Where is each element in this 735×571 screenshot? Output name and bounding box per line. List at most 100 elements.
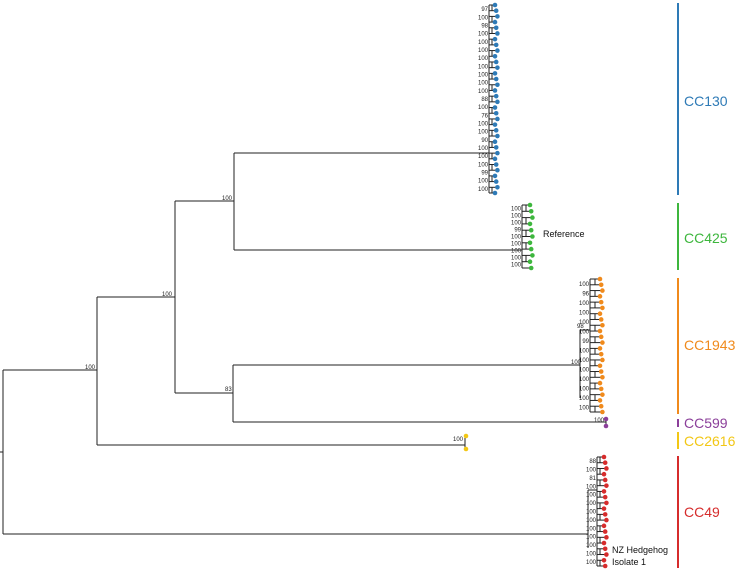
bootstrap-label: 98 — [481, 23, 488, 29]
bootstrap-label: 100 — [478, 56, 489, 62]
tip-node — [527, 259, 533, 265]
bootstrap-label: 100 — [511, 214, 522, 220]
bootstrap-label: 100 — [478, 15, 489, 21]
bootstrap-label: 99 — [582, 339, 589, 345]
tip-node — [495, 14, 500, 19]
tip-node — [527, 240, 533, 246]
bootstrap-cc599: 100 — [594, 418, 605, 424]
tip-node — [463, 433, 469, 439]
tip-node — [604, 552, 609, 557]
tip-node — [495, 99, 500, 105]
bootstrap-label: 100 — [586, 510, 597, 516]
tip-node — [600, 375, 605, 380]
tip-node — [492, 105, 498, 110]
bootstrap-label: 100 — [511, 207, 522, 213]
tip-node — [492, 71, 498, 76]
tip-node — [527, 221, 533, 227]
tip-node — [604, 517, 609, 523]
bootstrap-label: 100 — [579, 320, 590, 326]
bootstrap-main: 100 — [162, 292, 173, 298]
clade-cc130-subtree: 97 100 98 100 100 100 100 100 100 100 100 88 100 76 10… — [478, 2, 500, 196]
reference-label: Reference — [543, 229, 585, 239]
bootstrap-label: 100 — [586, 493, 597, 499]
bootstrap-label: 100 — [579, 310, 590, 316]
tip-node — [495, 31, 500, 36]
tip-node — [597, 276, 603, 282]
tip-node — [493, 179, 499, 184]
tip-node — [597, 363, 603, 369]
bootstrap-label: 100 — [478, 64, 489, 70]
tip-node — [601, 506, 607, 511]
clade-label-cc2616: CC2616 — [684, 433, 735, 449]
bootstrap-label: 100 — [478, 187, 489, 193]
tip-node — [601, 523, 607, 529]
bootstrap-label: 96 — [582, 291, 589, 297]
bootstrap-label: 100 — [579, 396, 590, 402]
bootstrap-label: 100 — [478, 130, 489, 136]
tip-node — [492, 2, 498, 8]
tip-node — [495, 48, 500, 53]
tip-node — [598, 369, 604, 374]
tip-node — [601, 557, 607, 563]
clade-cc2616-subtree — [463, 433, 469, 452]
tip-node — [598, 351, 604, 357]
clade-label-cc1943: CC1943 — [684, 337, 735, 353]
bootstrap-label: 100 — [478, 48, 489, 54]
tip-node — [493, 145, 499, 150]
tip-node — [492, 139, 498, 145]
bootstrap-cc1943-cc599: 83 — [225, 387, 232, 393]
tip-node — [597, 398, 603, 403]
tip-node — [493, 42, 499, 48]
bootstrap-cc2616: 100 — [453, 437, 464, 443]
bootstrap-label: 100 — [579, 358, 590, 364]
bootstrap-label: 100 — [478, 32, 489, 38]
clade-label-cc425: CC425 — [684, 230, 728, 246]
tip-node — [598, 386, 604, 392]
bootstrap-label: 100 — [511, 242, 522, 248]
bootstrap-label: 76 — [481, 113, 488, 119]
tip-node — [528, 209, 534, 214]
tip-node — [495, 133, 500, 139]
tip-node — [597, 380, 603, 386]
tip-node — [600, 409, 605, 415]
tip-node — [492, 53, 498, 59]
bootstrap-root: 100 — [85, 365, 96, 371]
tip-node — [530, 253, 535, 258]
tip-node — [600, 322, 605, 328]
tip-node — [492, 156, 498, 162]
tip-node — [598, 334, 604, 340]
tip-node — [604, 500, 609, 506]
bootstrap-label: 100 — [478, 162, 489, 168]
tip-node — [528, 265, 534, 271]
tip-node — [493, 8, 499, 13]
bootstrap-label: 100 — [579, 348, 590, 354]
tip-node — [492, 190, 498, 196]
tip-node — [600, 340, 605, 345]
bootstrap-label: 90 — [481, 138, 488, 144]
bootstrap-label: 100 — [478, 81, 489, 87]
hedgehog-label-line2: Isolate 1 — [612, 557, 646, 567]
tip-node — [493, 162, 499, 167]
tree-backbone — [0, 152, 606, 535]
bootstrap-label: 100 — [579, 367, 590, 373]
tip-node — [495, 116, 500, 122]
tip-node — [598, 403, 604, 409]
bootstrap-label: 100 — [579, 405, 590, 411]
bootstrap-label: 100 — [511, 256, 522, 262]
tip-node — [492, 19, 498, 25]
tip-node — [597, 346, 603, 351]
tip-node — [528, 246, 534, 252]
bootstrap-cc1943: 100 — [571, 360, 582, 366]
tip-node — [597, 311, 603, 316]
bootstrap-label: 100 — [586, 560, 597, 566]
bootstrap-label: 100 — [586, 535, 597, 541]
tip-node — [528, 227, 534, 233]
tip-node — [598, 317, 604, 322]
bootstrap-cc1943-sub: 98 — [577, 324, 584, 330]
bootstrap-label: 100 — [478, 89, 489, 95]
bootstrap-label: 100 — [586, 551, 597, 557]
bootstrap-label: 100 — [579, 377, 590, 383]
tip-node — [603, 423, 609, 429]
tip-node — [598, 282, 604, 288]
